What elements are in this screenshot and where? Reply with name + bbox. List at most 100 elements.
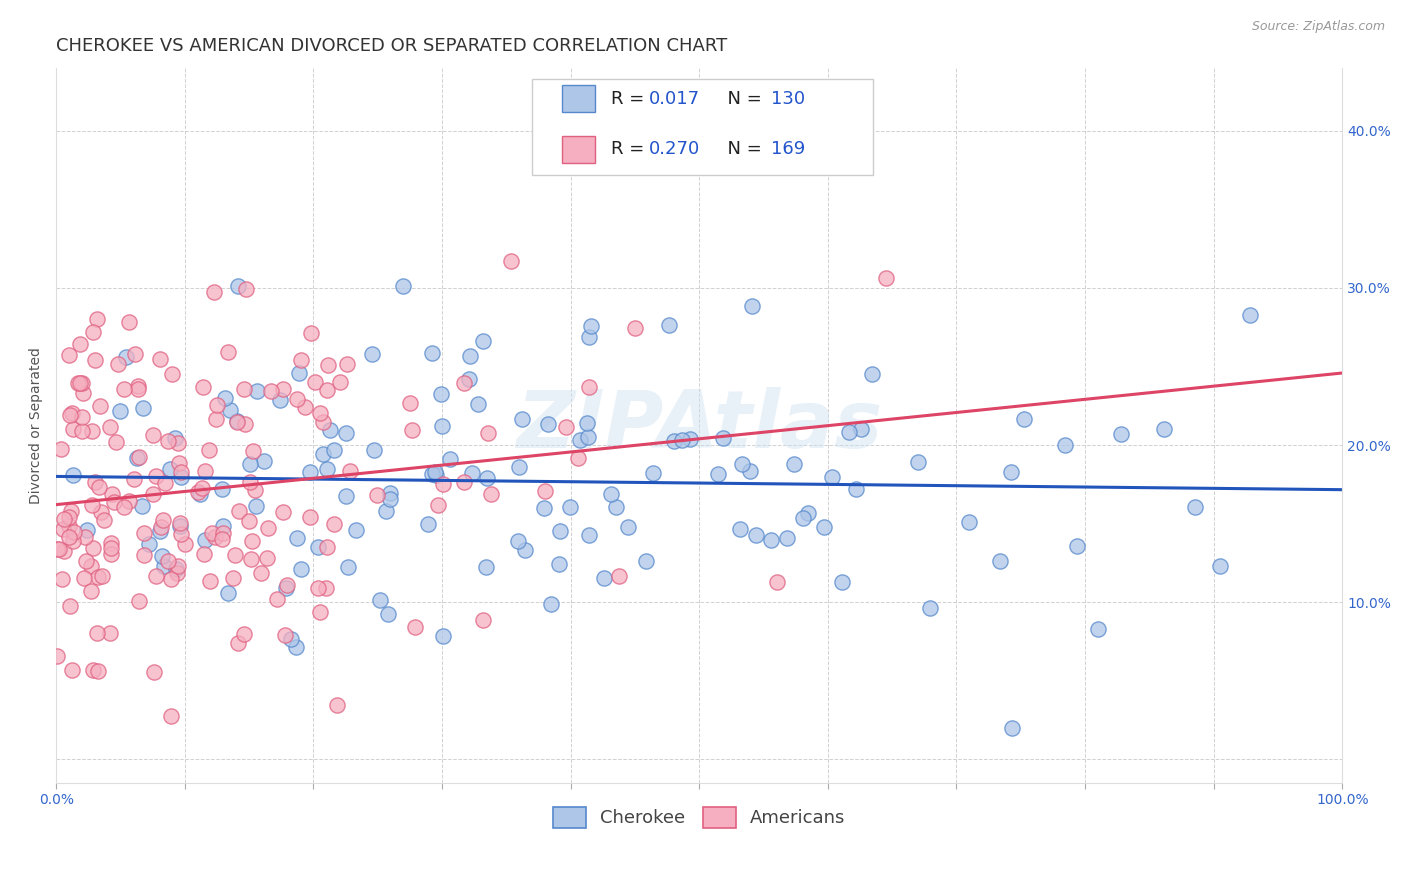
Text: N =: N = bbox=[716, 90, 768, 108]
Point bbox=[134, 548, 156, 562]
Point bbox=[170, 526, 193, 541]
Point bbox=[728, 522, 751, 536]
Point bbox=[392, 278, 415, 293]
Point bbox=[567, 450, 589, 465]
Point bbox=[62, 524, 84, 539]
Point bbox=[170, 465, 193, 479]
Point bbox=[274, 628, 297, 642]
Point bbox=[70, 376, 93, 391]
Point bbox=[766, 575, 789, 590]
Point bbox=[285, 640, 308, 654]
Point bbox=[957, 516, 980, 530]
Point bbox=[188, 487, 211, 501]
Point bbox=[299, 509, 322, 524]
Point bbox=[671, 434, 693, 448]
Point bbox=[569, 433, 592, 447]
Point bbox=[86, 625, 108, 640]
Point bbox=[100, 547, 122, 561]
Point bbox=[374, 504, 396, 518]
Point bbox=[745, 528, 768, 542]
Point bbox=[315, 540, 337, 554]
Text: 169: 169 bbox=[772, 140, 806, 159]
Point bbox=[271, 505, 294, 519]
Point bbox=[60, 406, 83, 420]
Point bbox=[430, 419, 453, 434]
Point bbox=[75, 554, 97, 568]
Text: 0.017: 0.017 bbox=[650, 90, 700, 108]
Point bbox=[217, 344, 239, 359]
Point bbox=[89, 399, 111, 413]
Point bbox=[169, 516, 191, 531]
Point bbox=[194, 464, 217, 478]
Point bbox=[257, 521, 280, 535]
Point bbox=[58, 348, 80, 362]
Point bbox=[165, 562, 187, 576]
Point bbox=[607, 568, 630, 582]
Point bbox=[439, 452, 461, 467]
Point bbox=[86, 570, 108, 584]
Point bbox=[60, 663, 83, 677]
Point bbox=[53, 512, 76, 526]
Point bbox=[576, 430, 599, 444]
Point bbox=[127, 383, 149, 397]
Point bbox=[212, 525, 235, 540]
Point bbox=[453, 376, 475, 390]
Point bbox=[335, 425, 357, 440]
Point bbox=[124, 347, 146, 361]
Point bbox=[336, 357, 359, 371]
Point bbox=[198, 443, 221, 458]
Point bbox=[1087, 622, 1109, 636]
Point bbox=[211, 483, 233, 497]
Point bbox=[475, 470, 498, 484]
Point bbox=[404, 620, 426, 634]
Point bbox=[155, 476, 177, 491]
Point bbox=[821, 469, 844, 483]
Point bbox=[398, 396, 420, 410]
Point bbox=[479, 487, 502, 501]
Point bbox=[312, 447, 335, 461]
Point bbox=[458, 349, 481, 363]
Point bbox=[1054, 438, 1077, 452]
Point bbox=[211, 532, 233, 546]
Point bbox=[560, 500, 582, 515]
Point bbox=[309, 605, 332, 619]
Point bbox=[232, 627, 254, 641]
Point bbox=[792, 510, 814, 524]
Point bbox=[70, 424, 93, 438]
Point bbox=[679, 432, 702, 446]
Point bbox=[269, 393, 291, 408]
Point bbox=[477, 425, 499, 440]
Point bbox=[346, 523, 368, 537]
Point bbox=[533, 501, 555, 516]
Point bbox=[276, 577, 298, 591]
Point bbox=[72, 386, 94, 401]
Point bbox=[62, 422, 84, 436]
Point bbox=[422, 467, 444, 481]
Point bbox=[86, 311, 108, 326]
Point bbox=[226, 279, 249, 293]
Point bbox=[304, 375, 326, 389]
Point bbox=[51, 442, 73, 456]
Point bbox=[58, 518, 80, 533]
Point bbox=[741, 299, 763, 313]
Point bbox=[191, 380, 214, 394]
Point bbox=[52, 543, 75, 558]
Point bbox=[107, 357, 129, 371]
Point bbox=[170, 470, 193, 484]
Point bbox=[84, 352, 107, 367]
Point bbox=[467, 396, 489, 410]
Point bbox=[323, 516, 346, 531]
Point bbox=[62, 534, 84, 549]
Point bbox=[225, 415, 247, 429]
Point bbox=[510, 412, 533, 426]
Point bbox=[271, 382, 294, 396]
Point bbox=[112, 382, 135, 396]
Point bbox=[46, 649, 69, 664]
Point bbox=[548, 557, 571, 571]
Point bbox=[201, 526, 224, 541]
Point bbox=[218, 403, 240, 417]
Point bbox=[813, 520, 835, 534]
Text: CHEROKEE VS AMERICAN DIVORCED OR SEPARATED CORRELATION CHART: CHEROKEE VS AMERICAN DIVORCED OR SEPARAT… bbox=[56, 37, 727, 55]
Point bbox=[617, 520, 640, 534]
Point bbox=[59, 599, 82, 614]
